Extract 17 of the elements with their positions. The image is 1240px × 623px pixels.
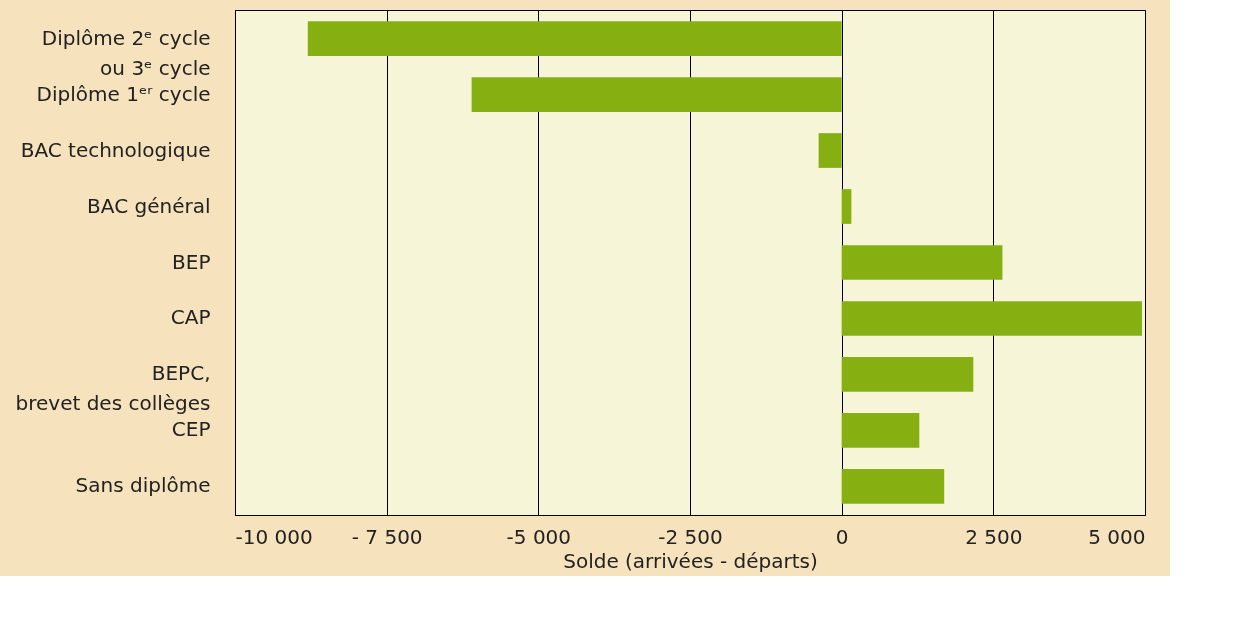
y-tick-label: Diplôme 2ᵉ cycle ou 3ᵉ cycle [41, 25, 211, 80]
y-tick-label: Diplôme 1ᵉʳ cycle [36, 81, 211, 106]
y-tick-label: CAP [170, 305, 211, 330]
x-tick-label: -5 000 [506, 524, 572, 549]
y-tick-label: BEPC, brevet des collèges [15, 361, 211, 416]
x-tick-label: -2 500 [658, 524, 723, 549]
y-tick-label: BEP [172, 249, 211, 274]
x-axis-title: Solde (arrivées - départs) [563, 548, 818, 573]
y-tick-label: BAC général [87, 193, 211, 218]
y-tick-label: Sans diplôme [75, 473, 211, 498]
y-tick-label: CEP [171, 417, 211, 442]
x-tick-label: 2 500 [965, 524, 1023, 549]
x-tick-label: 5 000 [1088, 524, 1146, 549]
x-tick-label: -10 000 [235, 524, 313, 549]
y-tick-label: BAC technologique [20, 137, 211, 162]
x-tick-label: 0 [835, 524, 849, 549]
x-tick-label: - 7 500 [351, 524, 423, 549]
